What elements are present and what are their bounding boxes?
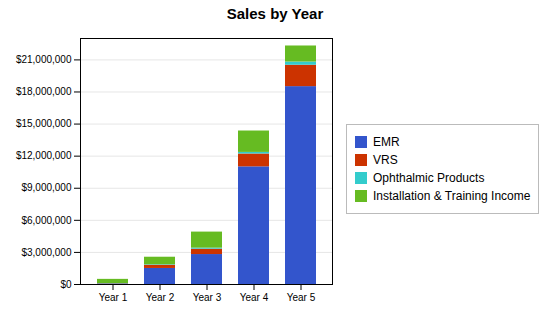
svg-text:Year 2: Year 2: [146, 292, 175, 303]
html-text:EMR: EMR: [373, 135, 400, 149]
html-text:Sales by Year: Sales by Year: [226, 5, 324, 22]
svg-text:Year 4: Year 4: [240, 292, 269, 303]
svg-text:$9,000,000: $9,000,000: [21, 182, 71, 193]
html-text:Ophthalmic Products: Ophthalmic Products: [373, 171, 485, 185]
svg-text:Year 1: Year 1: [99, 292, 128, 303]
svg-text:$12,000,000: $12,000,000: [16, 150, 72, 161]
svg-text:$3,000,000: $3,000,000: [21, 247, 71, 258]
svg-text:$15,000,000: $15,000,000: [16, 118, 72, 129]
svg-text:$6,000,000: $6,000,000: [21, 215, 71, 226]
svg-text:$18,000,000: $18,000,000: [16, 86, 72, 97]
svg-text:Year 3: Year 3: [193, 292, 222, 303]
svg-text:$21,000,000: $21,000,000: [16, 54, 72, 65]
svg-text:$0: $0: [60, 279, 72, 290]
svg-text:Year 5: Year 5: [287, 292, 316, 303]
html-text:VRS: VRS: [373, 153, 398, 167]
html-text:Installation & Training Income: Installation & Training Income: [373, 189, 531, 203]
